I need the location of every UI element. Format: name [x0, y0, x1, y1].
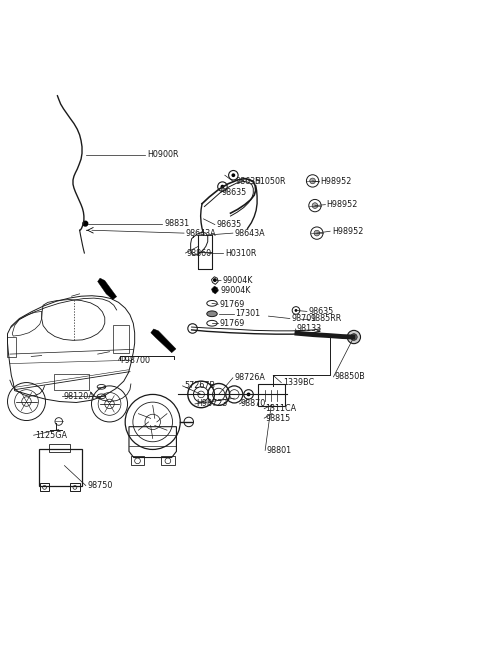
Polygon shape	[97, 278, 117, 300]
Circle shape	[213, 278, 217, 282]
Text: 1311CA: 1311CA	[265, 404, 297, 413]
Text: P98700: P98700	[120, 356, 150, 365]
Text: 99004K: 99004K	[222, 276, 253, 285]
Text: 98870: 98870	[241, 400, 266, 409]
Text: 98643A: 98643A	[234, 228, 265, 237]
Text: 9885RR: 9885RR	[310, 314, 341, 323]
Text: 1339BC: 1339BC	[283, 378, 314, 387]
Circle shape	[247, 392, 251, 396]
Circle shape	[347, 331, 360, 344]
Text: 98801: 98801	[266, 446, 292, 455]
Polygon shape	[212, 286, 218, 294]
Text: 98635: 98635	[222, 188, 247, 197]
Text: 91769: 91769	[219, 300, 245, 309]
Circle shape	[350, 334, 357, 340]
Text: 98120A: 98120A	[63, 392, 94, 401]
Text: H1050R: H1050R	[254, 177, 286, 186]
Text: 98133: 98133	[297, 325, 322, 333]
Text: 98860: 98860	[187, 249, 212, 258]
Text: H98952: H98952	[332, 227, 363, 236]
Text: 1125GA: 1125GA	[35, 431, 67, 440]
Circle shape	[83, 221, 88, 226]
Circle shape	[295, 309, 298, 312]
Circle shape	[314, 230, 320, 236]
Circle shape	[220, 185, 224, 188]
Text: 98850B: 98850B	[335, 373, 366, 381]
Text: 98635: 98635	[235, 177, 261, 186]
Text: H98723: H98723	[196, 400, 228, 409]
Circle shape	[310, 178, 315, 184]
Text: 98831: 98831	[164, 219, 189, 228]
Text: H0310R: H0310R	[225, 249, 256, 258]
Ellipse shape	[207, 311, 217, 317]
Text: H98952: H98952	[326, 200, 358, 209]
Text: 98701: 98701	[291, 314, 316, 323]
Text: 98635: 98635	[308, 307, 334, 316]
Circle shape	[244, 390, 253, 399]
Text: 98815: 98815	[265, 414, 291, 422]
Text: 98643A: 98643A	[185, 228, 216, 237]
Text: 98726A: 98726A	[234, 373, 265, 382]
Text: 17301: 17301	[235, 309, 260, 318]
Circle shape	[231, 173, 235, 177]
Text: 98635: 98635	[216, 220, 241, 229]
Circle shape	[312, 203, 318, 209]
Polygon shape	[151, 329, 176, 353]
Text: H0900R: H0900R	[147, 150, 179, 159]
Text: 99004K: 99004K	[220, 285, 251, 295]
Text: H98952: H98952	[321, 177, 352, 186]
Text: 98750: 98750	[87, 481, 113, 490]
Text: 57267B: 57267B	[184, 381, 215, 390]
Text: 91769: 91769	[219, 319, 245, 328]
